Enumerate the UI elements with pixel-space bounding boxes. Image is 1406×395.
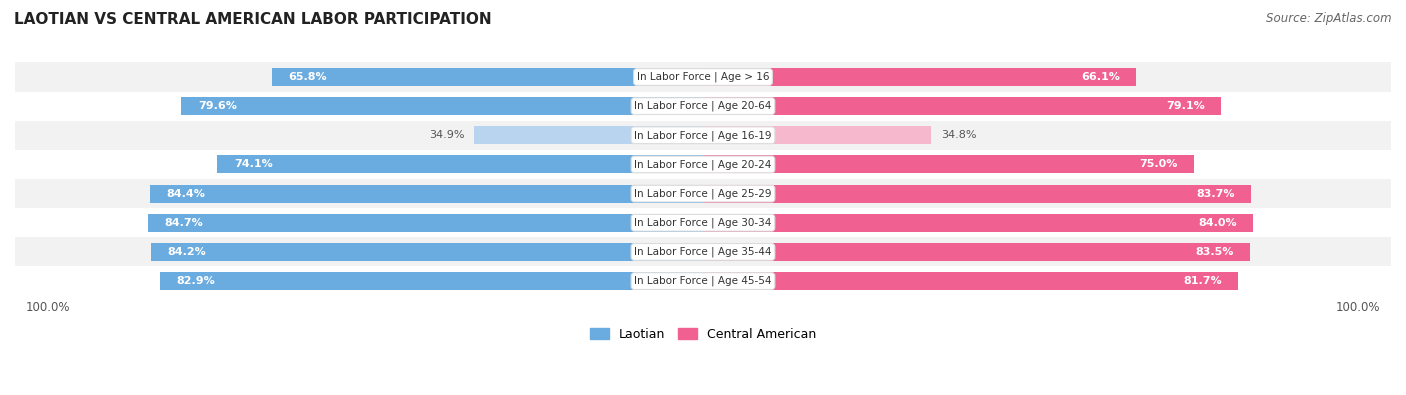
Text: 79.6%: 79.6%: [198, 101, 236, 111]
Bar: [15, 179, 1391, 208]
Text: 66.1%: 66.1%: [1081, 72, 1119, 82]
Text: In Labor Force | Age 30-34: In Labor Force | Age 30-34: [634, 218, 772, 228]
Bar: [703, 184, 1251, 203]
Text: 75.0%: 75.0%: [1140, 160, 1178, 169]
Text: Source: ZipAtlas.com: Source: ZipAtlas.com: [1267, 12, 1392, 25]
Bar: [218, 155, 703, 173]
Text: 84.0%: 84.0%: [1198, 218, 1237, 228]
Text: 81.7%: 81.7%: [1184, 276, 1222, 286]
Text: In Labor Force | Age > 16: In Labor Force | Age > 16: [637, 72, 769, 82]
Text: 34.8%: 34.8%: [941, 130, 976, 140]
Text: 84.4%: 84.4%: [166, 188, 205, 199]
Bar: [15, 121, 1391, 150]
Bar: [703, 97, 1222, 115]
Text: In Labor Force | Age 16-19: In Labor Force | Age 16-19: [634, 130, 772, 141]
Bar: [703, 68, 1136, 86]
Bar: [15, 92, 1391, 121]
Text: LAOTIAN VS CENTRAL AMERICAN LABOR PARTICIPATION: LAOTIAN VS CENTRAL AMERICAN LABOR PARTIC…: [14, 12, 492, 27]
Text: In Labor Force | Age 20-64: In Labor Force | Age 20-64: [634, 101, 772, 111]
Text: 65.8%: 65.8%: [288, 72, 326, 82]
Bar: [148, 214, 703, 232]
Bar: [152, 243, 703, 261]
Bar: [181, 97, 703, 115]
Text: In Labor Force | Age 25-29: In Labor Force | Age 25-29: [634, 188, 772, 199]
Text: 83.7%: 83.7%: [1197, 188, 1234, 199]
Bar: [15, 208, 1391, 237]
Bar: [150, 184, 703, 203]
Bar: [15, 237, 1391, 267]
Bar: [15, 150, 1391, 179]
Text: 34.9%: 34.9%: [429, 130, 464, 140]
Text: 82.9%: 82.9%: [176, 276, 215, 286]
Text: 83.5%: 83.5%: [1195, 247, 1233, 257]
Text: In Labor Force | Age 45-54: In Labor Force | Age 45-54: [634, 276, 772, 286]
Bar: [703, 155, 1195, 173]
Bar: [160, 272, 703, 290]
Text: 84.7%: 84.7%: [165, 218, 202, 228]
Bar: [271, 68, 703, 86]
Text: 74.1%: 74.1%: [233, 160, 273, 169]
Bar: [15, 62, 1391, 92]
Bar: [15, 267, 1391, 295]
Text: In Labor Force | Age 35-44: In Labor Force | Age 35-44: [634, 246, 772, 257]
Bar: [703, 126, 931, 144]
Text: 79.1%: 79.1%: [1166, 101, 1205, 111]
Bar: [703, 272, 1239, 290]
Text: 84.2%: 84.2%: [167, 247, 207, 257]
Bar: [703, 214, 1253, 232]
Bar: [474, 126, 703, 144]
Legend: Laotian, Central American: Laotian, Central American: [591, 328, 815, 341]
Bar: [703, 243, 1250, 261]
Text: In Labor Force | Age 20-24: In Labor Force | Age 20-24: [634, 159, 772, 170]
